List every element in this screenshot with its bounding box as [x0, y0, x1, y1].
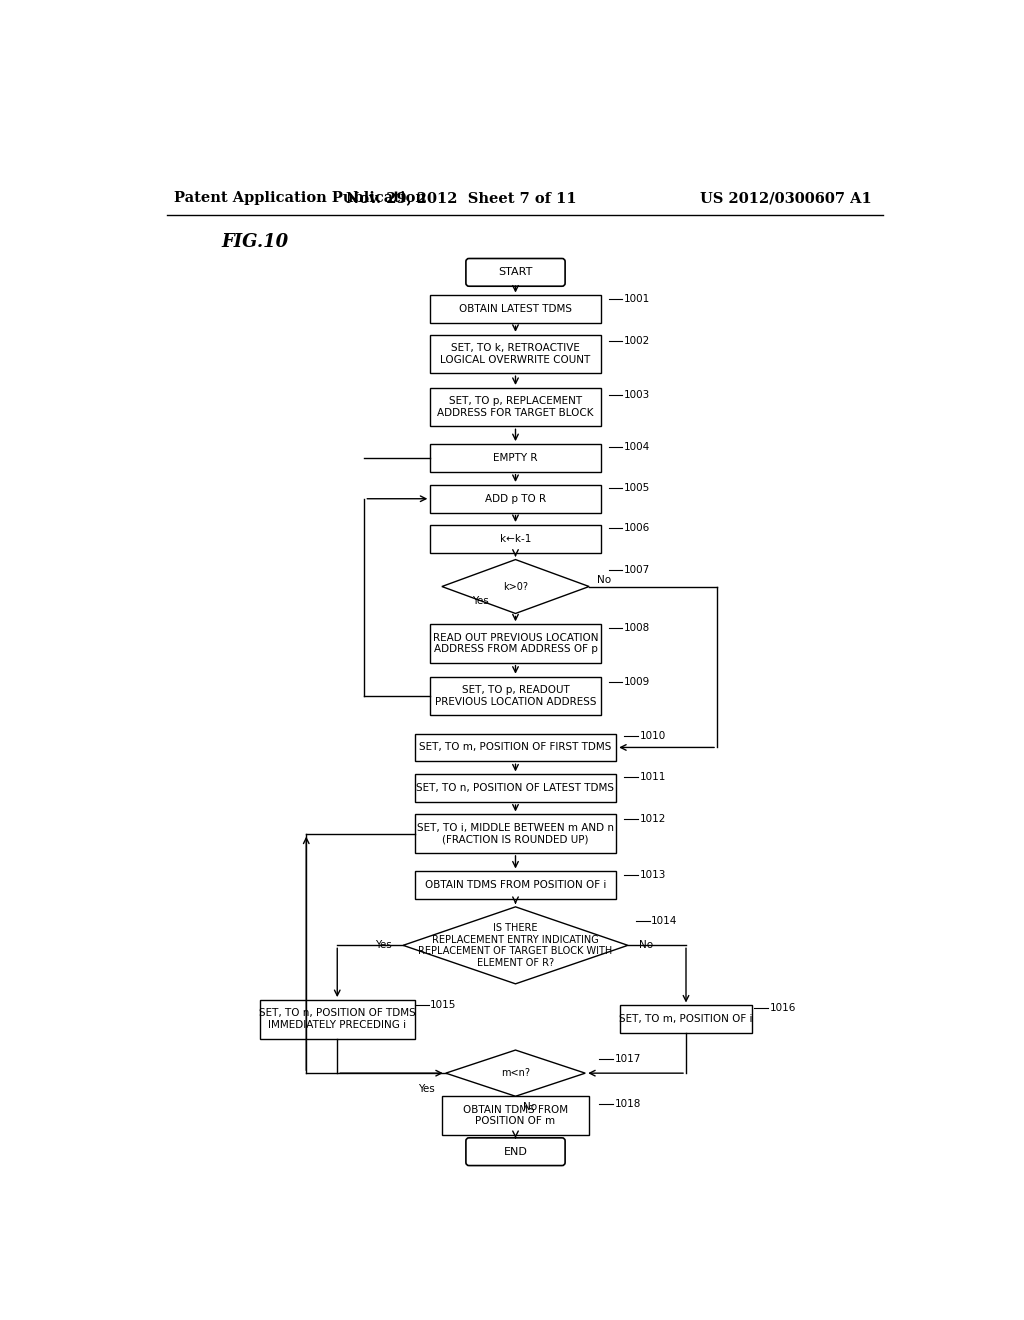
Text: k>0?: k>0? — [503, 582, 528, 591]
FancyBboxPatch shape — [466, 1138, 565, 1166]
Text: 1013: 1013 — [640, 870, 666, 879]
Text: Patent Application Publication: Patent Application Publication — [174, 191, 427, 206]
Bar — [430, 677, 601, 715]
Polygon shape — [445, 1051, 586, 1096]
Text: OBTAIN TDMS FROM POSITION OF i: OBTAIN TDMS FROM POSITION OF i — [425, 880, 606, 890]
Bar — [430, 296, 601, 323]
Text: ADD p TO R: ADD p TO R — [485, 494, 546, 504]
Text: m<n?: m<n? — [501, 1068, 530, 1078]
Text: 1010: 1010 — [640, 731, 666, 741]
Text: SET, TO m, POSITION OF FIRST TDMS: SET, TO m, POSITION OF FIRST TDMS — [419, 742, 611, 752]
Bar — [415, 734, 616, 762]
Text: 1015: 1015 — [430, 1001, 457, 1010]
Text: SET, TO k, RETROACTIVE
LOGICAL OVERWRITE COUNT: SET, TO k, RETROACTIVE LOGICAL OVERWRITE… — [440, 343, 591, 364]
Text: 1003: 1003 — [624, 389, 650, 400]
Text: READ OUT PREVIOUS LOCATION
ADDRESS FROM ADDRESS OF p: READ OUT PREVIOUS LOCATION ADDRESS FROM … — [433, 632, 598, 655]
Polygon shape — [442, 560, 589, 614]
Text: 1017: 1017 — [614, 1055, 641, 1064]
Bar — [430, 444, 601, 471]
Text: 1004: 1004 — [624, 442, 650, 453]
Text: 1012: 1012 — [640, 814, 666, 824]
Text: No: No — [597, 576, 611, 585]
Text: No: No — [523, 1102, 538, 1113]
Text: SET, TO m, POSITION OF i: SET, TO m, POSITION OF i — [620, 1014, 753, 1024]
Text: SET, TO n, POSITION OF LATEST TDMS: SET, TO n, POSITION OF LATEST TDMS — [417, 783, 614, 793]
Text: EMPTY R: EMPTY R — [494, 453, 538, 463]
Polygon shape — [403, 907, 628, 983]
Bar — [430, 388, 601, 426]
Text: Yes: Yes — [376, 940, 392, 950]
Bar — [430, 335, 601, 374]
Text: Yes: Yes — [472, 595, 489, 606]
Text: SET, TO p, READOUT
PREVIOUS LOCATION ADDRESS: SET, TO p, READOUT PREVIOUS LOCATION ADD… — [435, 685, 596, 706]
Text: END: END — [504, 1147, 527, 1156]
Text: 1001: 1001 — [624, 293, 650, 304]
Bar — [430, 525, 601, 553]
Text: 1018: 1018 — [614, 1100, 641, 1109]
Text: IS THERE
REPLACEMENT ENTRY INDICATING
REPLACEMENT OF TARGET BLOCK WITH
ELEMENT O: IS THERE REPLACEMENT ENTRY INDICATING RE… — [419, 923, 612, 968]
Text: SET, TO p, REPLACEMENT
ADDRESS FOR TARGET BLOCK: SET, TO p, REPLACEMENT ADDRESS FOR TARGE… — [437, 396, 594, 418]
Text: 1016: 1016 — [770, 1003, 796, 1012]
Text: SET, TO i, MIDDLE BETWEEN m AND n
(FRACTION IS ROUNDED UP): SET, TO i, MIDDLE BETWEEN m AND n (FRACT… — [417, 822, 614, 845]
Bar — [442, 1096, 589, 1135]
Text: Yes: Yes — [418, 1084, 435, 1094]
Text: k←k-1: k←k-1 — [500, 533, 531, 544]
Text: 1007: 1007 — [624, 565, 650, 576]
Text: START: START — [499, 268, 532, 277]
Bar — [430, 624, 601, 663]
Text: US 2012/0300607 A1: US 2012/0300607 A1 — [700, 191, 872, 206]
Text: 1005: 1005 — [624, 483, 650, 492]
Bar — [415, 871, 616, 899]
Text: 1008: 1008 — [624, 623, 650, 634]
Text: 1014: 1014 — [651, 916, 678, 925]
Bar — [430, 484, 601, 512]
Text: FIG.10: FIG.10 — [221, 232, 288, 251]
Text: OBTAIN TDMS FROM
POSITION OF m: OBTAIN TDMS FROM POSITION OF m — [463, 1105, 568, 1126]
Text: 1002: 1002 — [624, 335, 650, 346]
Bar — [260, 1001, 415, 1039]
Text: 1011: 1011 — [640, 772, 666, 781]
FancyBboxPatch shape — [466, 259, 565, 286]
Text: SET, TO n, POSITION OF TDMS
IMMEDIATELY PRECEDING i: SET, TO n, POSITION OF TDMS IMMEDIATELY … — [259, 1008, 416, 1030]
Text: OBTAIN LATEST TDMS: OBTAIN LATEST TDMS — [459, 305, 572, 314]
Text: Nov. 29, 2012  Sheet 7 of 11: Nov. 29, 2012 Sheet 7 of 11 — [346, 191, 577, 206]
Text: No: No — [640, 940, 653, 950]
Text: 1006: 1006 — [624, 523, 650, 533]
Bar — [621, 1006, 752, 1034]
Text: 1009: 1009 — [624, 677, 650, 686]
Bar — [415, 775, 616, 803]
Bar — [415, 814, 616, 853]
